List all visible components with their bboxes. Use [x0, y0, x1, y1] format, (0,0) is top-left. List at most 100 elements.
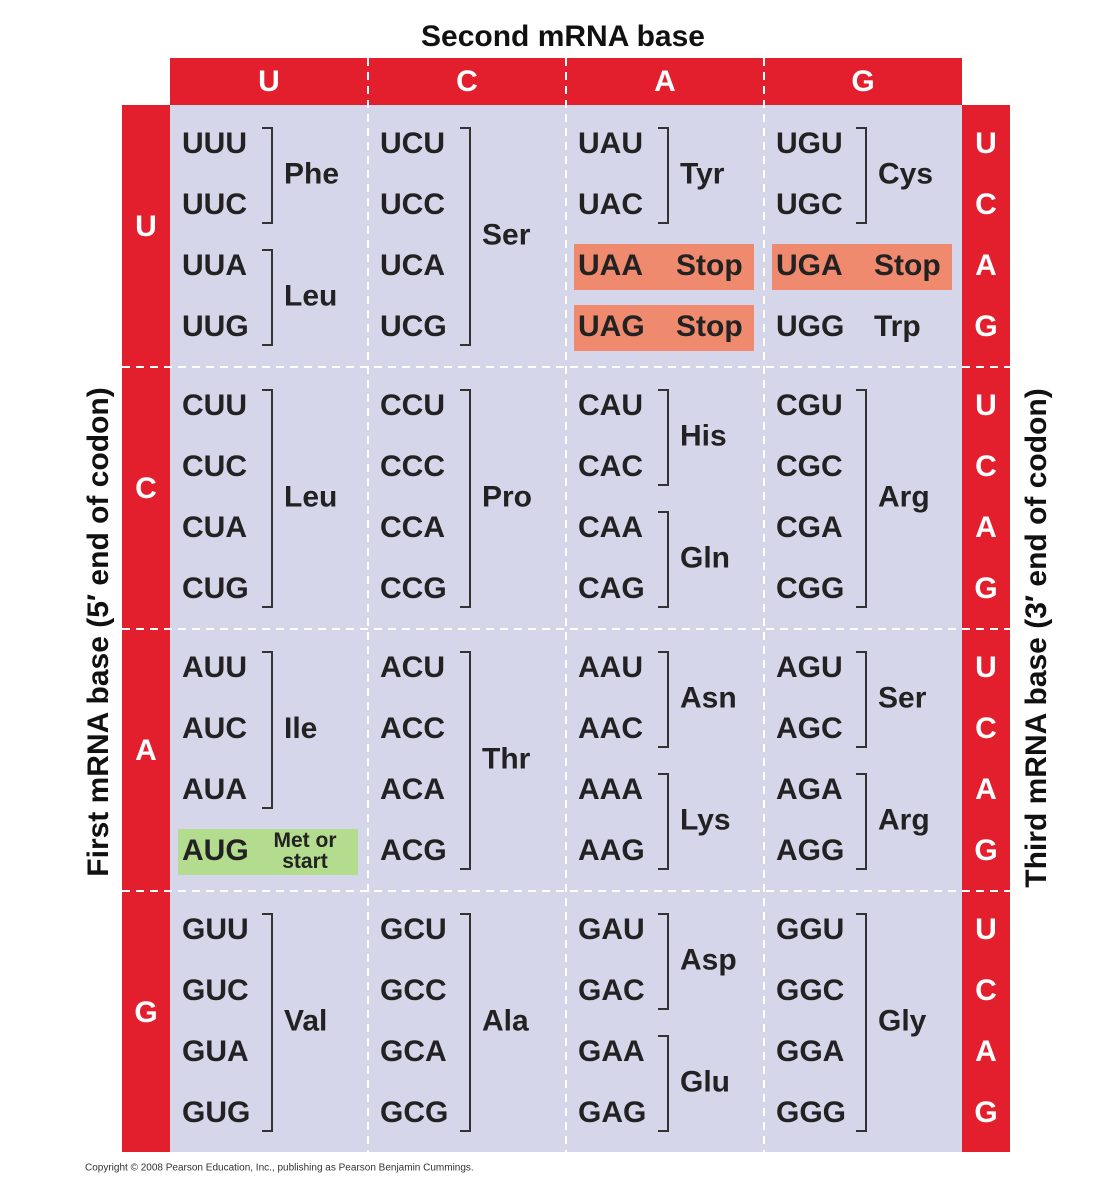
- second-base-label: U: [258, 65, 280, 98]
- codon: UUC: [182, 188, 247, 221]
- codon: AAG: [578, 834, 645, 867]
- codon: GAC: [578, 974, 645, 1007]
- copyright: Copyright © 2008 Pearson Education, Inc.…: [85, 1163, 474, 1174]
- codon: CGC: [776, 450, 843, 483]
- codon-highlight: [772, 244, 952, 290]
- bracket: [262, 127, 273, 224]
- third-base-label: U: [975, 389, 997, 422]
- third-base-label: A: [975, 249, 997, 282]
- codon: GCU: [380, 913, 447, 946]
- bracket: [262, 389, 273, 608]
- bracket: [856, 773, 867, 870]
- third-base-label: C: [975, 712, 997, 745]
- bracket: [658, 651, 669, 748]
- first-base-label: U: [135, 210, 157, 243]
- codon: UAU: [578, 127, 643, 160]
- codon: UCU: [380, 127, 445, 160]
- codon: ACA: [380, 773, 445, 806]
- bracket: [658, 389, 669, 486]
- amino-acid: Ser: [482, 218, 531, 251]
- codon: AUC: [182, 712, 247, 745]
- codon: CGU: [776, 389, 843, 422]
- amino-acid: Phe: [284, 157, 339, 190]
- amino-acid: Ile: [284, 712, 317, 745]
- bracket: [460, 651, 471, 870]
- codon: ACU: [380, 651, 445, 684]
- codon: UAG: [578, 310, 645, 343]
- codon: UCA: [380, 249, 445, 282]
- bracket: [460, 127, 471, 346]
- codon: GUG: [182, 1096, 250, 1129]
- amino-acid: Gly: [878, 1004, 927, 1037]
- codon: GGG: [776, 1096, 846, 1129]
- codon: AUU: [182, 651, 247, 684]
- codon: GCA: [380, 1035, 447, 1068]
- codon: CUA: [182, 511, 247, 544]
- third-base-label: G: [974, 834, 997, 867]
- amino-acid: Ala: [482, 1004, 529, 1037]
- third-base-label: C: [975, 974, 997, 1007]
- bracket: [262, 913, 273, 1132]
- codon: CGA: [776, 511, 843, 544]
- amino-acid: Tyr: [680, 157, 725, 190]
- codon: GGU: [776, 913, 844, 946]
- codon: CUG: [182, 572, 249, 605]
- amino-acid: Gln: [680, 541, 730, 574]
- bracket: [856, 651, 867, 748]
- amino-acid: Lys: [680, 803, 731, 836]
- codon: AGG: [776, 834, 844, 867]
- amino-acid: Leu: [284, 279, 337, 312]
- codon: GGC: [776, 974, 844, 1007]
- codon: CCU: [380, 389, 445, 422]
- second-base-label: G: [851, 65, 874, 98]
- bracket: [460, 389, 471, 608]
- bracket: [658, 913, 669, 1010]
- codon: GAU: [578, 913, 645, 946]
- codon: UAC: [578, 188, 643, 221]
- bracket: [262, 651, 273, 809]
- codon: GCG: [380, 1096, 448, 1129]
- codon: CCG: [380, 572, 447, 605]
- amino-acid: Met or start: [273, 830, 337, 873]
- amino-acid: Stop: [676, 310, 743, 343]
- amino-acid: Stop: [874, 249, 941, 282]
- first-base-label: G: [134, 996, 157, 1029]
- second-base-title: Second mRNA base: [421, 20, 705, 53]
- amino-acid: Trp: [874, 310, 921, 343]
- second-base-label: A: [654, 65, 676, 98]
- codon: GCC: [380, 974, 447, 1007]
- codon: AUA: [182, 773, 247, 806]
- codon: AAA: [578, 773, 643, 806]
- amino-acid: Glu: [680, 1065, 730, 1098]
- amino-acid: Thr: [482, 742, 531, 775]
- codon: GGA: [776, 1035, 844, 1068]
- first-base-label: A: [135, 734, 157, 767]
- codon: GUU: [182, 913, 249, 946]
- third-base-label: C: [975, 188, 997, 221]
- amino-acid: Stop: [676, 249, 743, 282]
- codon: UCG: [380, 310, 447, 343]
- codon: AGU: [776, 651, 843, 684]
- third-base-label: U: [975, 127, 997, 160]
- codon: AAU: [578, 651, 643, 684]
- amino-acid: Cys: [878, 157, 933, 190]
- bracket: [856, 913, 867, 1132]
- codon: UGC: [776, 188, 843, 221]
- codon: UUG: [182, 310, 249, 343]
- codon-highlight: [574, 305, 754, 351]
- amino-acid: Asp: [680, 943, 737, 976]
- third-base-label: G: [974, 310, 997, 343]
- bracket: [856, 127, 867, 224]
- bracket: [658, 1035, 669, 1132]
- codon: CCA: [380, 511, 445, 544]
- amino-acid: Val: [284, 1004, 327, 1037]
- codon-highlight: [178, 829, 358, 875]
- amino-acid: Ser: [878, 681, 927, 714]
- bracket: [262, 249, 273, 346]
- amino-acid: Arg: [878, 803, 930, 836]
- codon: AAC: [578, 712, 643, 745]
- codon: ACG: [380, 834, 447, 867]
- amino-acid-box: Met or start: [273, 830, 337, 873]
- bracket: [460, 913, 471, 1132]
